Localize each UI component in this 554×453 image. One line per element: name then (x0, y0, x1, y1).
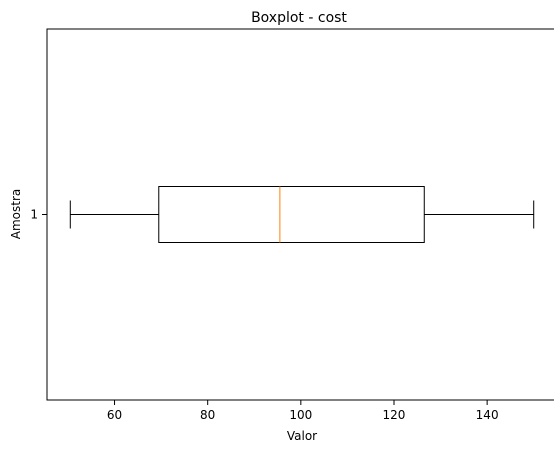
x-tick-label: 60 (107, 408, 122, 422)
boxes-layer (69, 186, 535, 243)
y-axis-label: Amostra (9, 189, 23, 239)
iqr-box (158, 186, 425, 243)
x-tick-label: 100 (289, 408, 312, 422)
x-tick-label: 140 (476, 408, 499, 422)
x-axis-label: Valor (287, 429, 317, 443)
y-tick-label: 1 (30, 208, 38, 222)
y-axis: 1 (30, 208, 47, 222)
x-tick-label: 80 (200, 408, 215, 422)
x-tick-label: 120 (383, 408, 406, 422)
chart-title: Boxplot - cost (251, 10, 347, 26)
x-axis: 60 80 100 120 140 (107, 400, 499, 422)
